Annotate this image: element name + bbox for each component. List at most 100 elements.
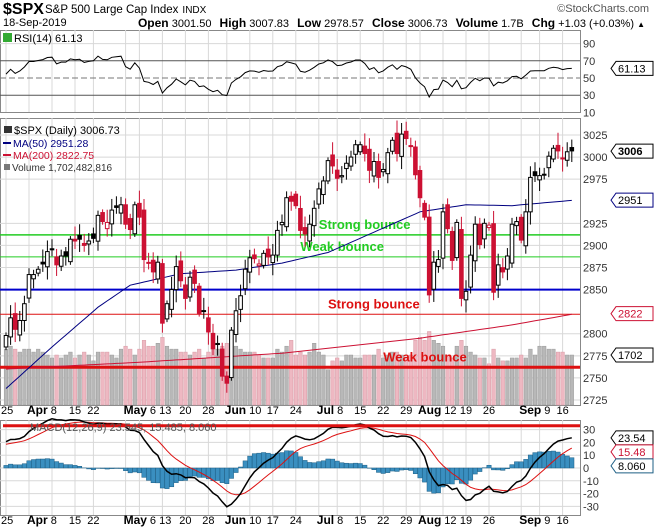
macd-tick-label: -20 <box>583 489 599 501</box>
candlestick <box>546 151 552 178</box>
macd-histogram-bar <box>560 454 566 469</box>
x-axis-label: 19 <box>460 405 472 417</box>
volume-bar <box>431 340 436 406</box>
candlestick <box>219 342 225 381</box>
x-axis-label: Aug <box>418 513 441 527</box>
price-legend: $SPX (Daily) 3006.73 <box>14 125 120 137</box>
ma50-line <box>5 199 572 389</box>
candlestick <box>422 200 427 221</box>
macd-tag-box <box>610 430 654 446</box>
volume-bar <box>463 345 469 406</box>
candle-body <box>321 180 326 196</box>
x-axis-label: 16 <box>557 515 569 527</box>
macd-histogram-bar <box>569 457 575 469</box>
macd-histogram-bar <box>63 464 69 469</box>
candle-body <box>45 251 50 268</box>
macd-histogram-bar <box>320 460 326 469</box>
x-axis-label: 29 <box>400 405 412 417</box>
candle-body <box>413 146 418 176</box>
ma50-tag-box <box>610 192 654 208</box>
macd-histogram-bar <box>100 467 106 469</box>
candlestick <box>459 216 464 307</box>
volume-bar <box>270 357 275 406</box>
candlestick <box>206 306 211 345</box>
price-tick-label: 2725 <box>583 395 607 407</box>
macd-histogram-bar <box>403 467 409 471</box>
candlestick <box>321 176 326 205</box>
macd-histogram-bar <box>224 467 230 484</box>
x-axis-label: Sep <box>519 513 541 527</box>
close-price-tag-box <box>610 143 654 159</box>
candle-body <box>164 303 170 320</box>
x-axis-label: 15 <box>69 405 81 417</box>
macd-histogram-bar <box>555 451 561 469</box>
volume-bar <box>325 369 331 406</box>
candle-body <box>224 375 230 384</box>
candlestick <box>238 284 243 323</box>
x-axis-label: 22 <box>377 515 389 527</box>
volume-bar <box>17 351 22 406</box>
candle-body <box>72 238 78 242</box>
candle-body <box>394 132 400 155</box>
macd-histogram-bar <box>491 467 497 471</box>
candlestick <box>104 209 110 237</box>
open-value: 3001.50 <box>171 18 212 30</box>
rsi-legend-icon <box>3 33 12 42</box>
candlestick <box>394 120 400 162</box>
rsi-panel <box>0 30 581 113</box>
candle-body <box>509 223 515 264</box>
x-axis-label: 8 <box>337 405 343 417</box>
volume-bar <box>72 357 78 406</box>
candle-body <box>528 176 533 213</box>
candlestick <box>146 252 151 270</box>
candle-body <box>376 160 381 178</box>
volume-bar <box>174 348 179 406</box>
candle-body <box>293 193 299 207</box>
candle-body <box>468 254 473 288</box>
candle-body <box>316 188 322 205</box>
volume-bar <box>13 348 18 406</box>
candle-body <box>146 261 151 264</box>
candle-body <box>123 204 128 225</box>
candlestick <box>22 295 27 332</box>
candle-body <box>279 221 285 226</box>
macd-histogram-bar <box>118 467 124 469</box>
volume-bar <box>284 345 289 406</box>
price-tick-label: 3000 <box>583 152 607 164</box>
rsi-tick-label: 90 <box>583 39 595 51</box>
macd-tick-label: 0 <box>583 463 589 475</box>
volume-bar <box>82 351 87 406</box>
volume-bar <box>233 345 239 406</box>
exchange: INDX <box>182 5 207 16</box>
candle-body <box>109 209 115 225</box>
macd-histogram-bar <box>141 467 147 478</box>
volume-bar <box>118 348 124 406</box>
brand-logo[interactable]: ©StockCharts.com <box>557 3 649 15</box>
candlestick <box>160 258 165 333</box>
candle-body <box>100 212 105 223</box>
macd-tick-label: -10 <box>583 476 599 488</box>
volume-bar <box>307 351 312 406</box>
volume-bar <box>192 351 197 406</box>
candle-body <box>169 289 174 310</box>
candle-body <box>12 313 18 330</box>
candlestick <box>40 249 46 272</box>
candlestick <box>371 151 377 183</box>
macd-histogram-bar <box>109 467 115 469</box>
candle-body <box>40 261 46 265</box>
x-axis-label: Jul <box>317 513 334 527</box>
candle-body <box>353 144 358 155</box>
candlestick <box>229 327 234 381</box>
volume-bar <box>519 354 524 406</box>
macd-histogram-bar <box>297 456 303 469</box>
macd-histogram-bar <box>3 465 9 469</box>
x-axis-label: Jun <box>225 403 246 417</box>
x-axis-label: 9 <box>544 405 550 417</box>
macd-histogram-bar <box>463 467 469 485</box>
low-label: Low <box>297 16 322 30</box>
volume-bar <box>256 354 262 406</box>
volume-bar <box>542 345 547 406</box>
volume-bar <box>289 340 294 406</box>
macd-histogram-bar <box>182 467 188 481</box>
candle-body <box>192 269 197 284</box>
